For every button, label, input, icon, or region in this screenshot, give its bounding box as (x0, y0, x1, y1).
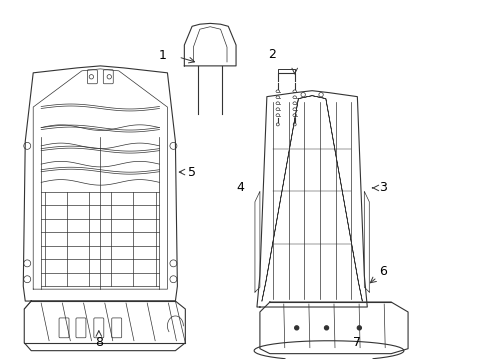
Circle shape (294, 326, 298, 330)
Text: 1: 1 (158, 49, 166, 63)
Text: 5: 5 (188, 166, 196, 179)
Text: 4: 4 (236, 181, 244, 194)
Text: 2: 2 (267, 49, 275, 62)
Circle shape (324, 326, 328, 330)
Circle shape (357, 326, 361, 330)
Text: 8: 8 (95, 336, 102, 349)
Text: 7: 7 (353, 336, 361, 349)
Text: 6: 6 (379, 265, 386, 278)
Text: 3: 3 (379, 181, 386, 194)
